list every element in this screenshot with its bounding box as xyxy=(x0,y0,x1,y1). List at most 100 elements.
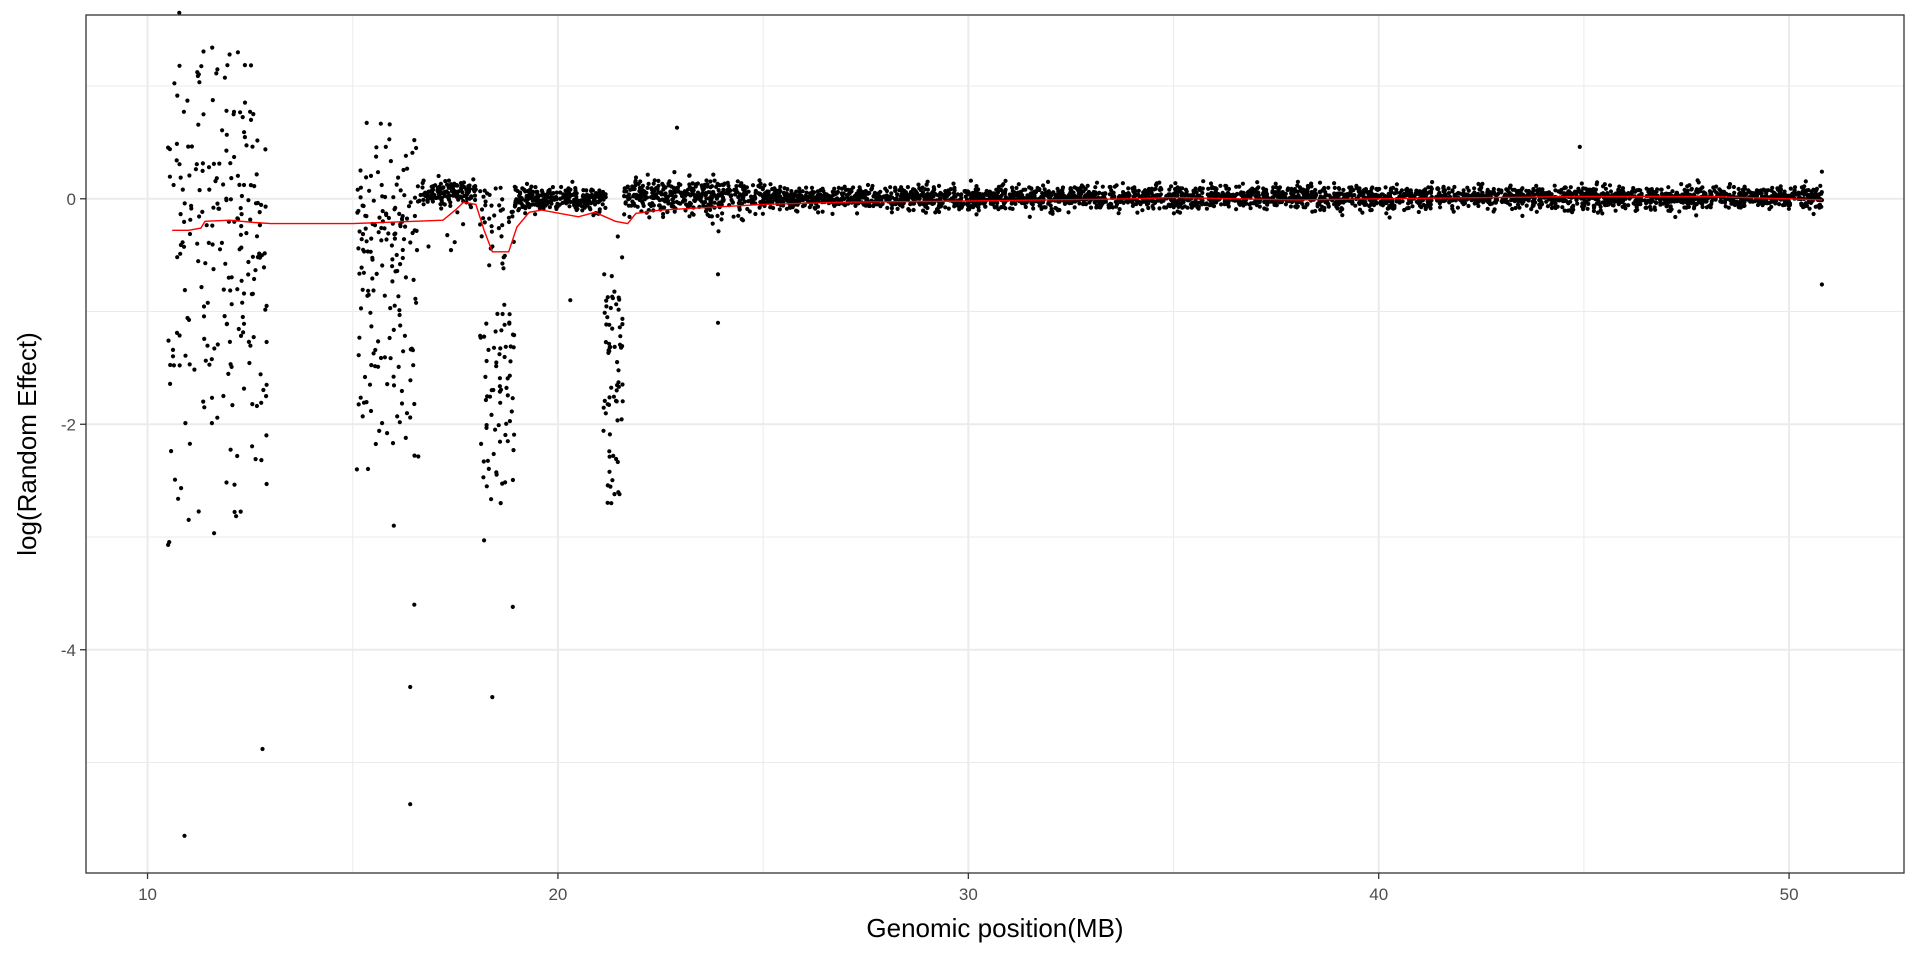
data-point xyxy=(1485,187,1490,192)
data-point xyxy=(1751,193,1756,198)
data-point xyxy=(1436,198,1442,203)
data-point xyxy=(241,386,247,391)
data-point xyxy=(1013,191,1019,196)
data-point xyxy=(211,205,216,210)
data-point xyxy=(948,187,953,192)
data-point xyxy=(167,174,172,179)
data-point xyxy=(693,184,698,189)
data-point xyxy=(639,191,644,196)
data-point xyxy=(687,182,692,187)
data-point xyxy=(1094,204,1099,210)
data-point xyxy=(215,415,220,420)
data-point xyxy=(1323,190,1328,195)
data-point xyxy=(456,197,461,202)
data-point xyxy=(791,192,797,197)
data-point xyxy=(1670,189,1675,194)
data-point xyxy=(739,181,744,186)
data-point xyxy=(895,206,900,211)
data-point xyxy=(1016,182,1021,187)
data-point xyxy=(608,484,613,489)
data-point xyxy=(425,198,430,203)
data-point xyxy=(188,217,193,222)
data-point xyxy=(261,265,267,270)
data-point xyxy=(1742,203,1747,208)
data-point xyxy=(458,181,464,186)
data-point xyxy=(396,175,401,180)
x-tick-label: 40 xyxy=(1369,885,1388,904)
data-point xyxy=(558,196,563,201)
data-point xyxy=(200,209,205,214)
data-point xyxy=(1684,205,1689,210)
data-point xyxy=(1534,209,1539,214)
data-point xyxy=(1317,180,1323,185)
data-point xyxy=(379,238,384,243)
data-point xyxy=(246,272,251,277)
data-point xyxy=(400,214,405,219)
data-point xyxy=(412,453,417,458)
data-point xyxy=(379,182,384,188)
data-point xyxy=(533,185,538,190)
trend-line-group xyxy=(172,195,1822,253)
data-point xyxy=(479,207,485,212)
data-point xyxy=(926,195,931,200)
data-point xyxy=(1270,189,1275,194)
data-point xyxy=(876,196,881,201)
data-point xyxy=(1553,201,1558,206)
data-point xyxy=(1268,199,1273,204)
data-point xyxy=(899,191,904,196)
data-point xyxy=(581,193,586,198)
data-point xyxy=(1693,196,1698,201)
data-point xyxy=(1684,200,1689,205)
data-point xyxy=(1553,188,1558,193)
data-point xyxy=(1322,205,1327,211)
data-point xyxy=(255,200,260,206)
data-point xyxy=(1362,202,1367,207)
data-point xyxy=(186,144,191,149)
data-point xyxy=(242,63,247,68)
data-point xyxy=(217,206,222,211)
data-point xyxy=(765,199,771,204)
data-point xyxy=(1305,183,1310,189)
data-point xyxy=(601,428,606,433)
data-point xyxy=(635,193,640,198)
data-point xyxy=(195,241,200,246)
data-point xyxy=(240,314,245,320)
data-point xyxy=(263,147,268,152)
data-point xyxy=(250,402,255,407)
data-point xyxy=(371,198,376,203)
data-point xyxy=(920,185,925,190)
data-point xyxy=(684,202,689,207)
data-point xyxy=(1607,183,1613,188)
data-point xyxy=(981,201,986,206)
data-point xyxy=(1659,191,1664,196)
data-point xyxy=(1703,191,1708,196)
data-point xyxy=(936,183,942,188)
data-point xyxy=(183,421,188,426)
data-point xyxy=(1155,193,1160,198)
data-point xyxy=(906,207,911,212)
data-point xyxy=(228,161,233,166)
data-point xyxy=(990,202,996,207)
data-point xyxy=(376,230,381,235)
data-point xyxy=(1671,197,1676,202)
data-point xyxy=(254,403,259,409)
data-point xyxy=(500,261,505,266)
data-point xyxy=(1623,206,1628,211)
data-point xyxy=(259,202,264,207)
data-point xyxy=(900,187,905,192)
data-point xyxy=(445,182,450,187)
data-point xyxy=(253,457,258,462)
data-point xyxy=(493,329,498,334)
data-point xyxy=(917,196,922,201)
data-point xyxy=(906,194,911,199)
data-point xyxy=(192,367,197,372)
data-point xyxy=(391,327,396,332)
data-point xyxy=(375,170,381,175)
data-point xyxy=(955,192,960,197)
data-point xyxy=(627,214,632,219)
data-point xyxy=(1088,205,1094,210)
data-point xyxy=(180,240,185,245)
data-point xyxy=(1239,192,1244,197)
data-point xyxy=(414,145,419,151)
data-point xyxy=(541,197,546,202)
